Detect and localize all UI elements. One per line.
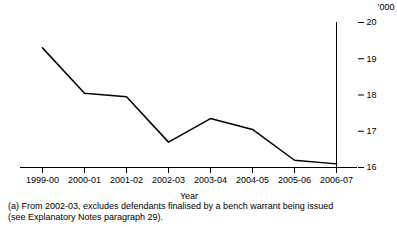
svg-text:2006-07: 2006-07 — [320, 175, 353, 185]
svg-text:2003-04: 2003-04 — [194, 175, 227, 185]
svg-text:16: 16 — [367, 162, 377, 172]
svg-text:2005-06: 2005-06 — [278, 175, 311, 185]
svg-text:2000-01: 2000-01 — [68, 175, 101, 185]
svg-text:19: 19 — [367, 54, 377, 64]
html-text:(see Explanatory Notes paragra: (see Explanatory Notes paragraph 29). — [8, 212, 164, 222]
svg-text:20: 20 — [367, 17, 377, 27]
html-text:(a) From 2002-03, excludes def: (a) From 2002-03, excludes defendants fi… — [8, 201, 334, 211]
svg-text:2002-03: 2002-03 — [152, 175, 185, 185]
svg-text:18: 18 — [367, 90, 377, 100]
svg-text:1999-00: 1999-00 — [26, 175, 59, 185]
svg-text:'000: '000 — [378, 2, 395, 12]
svg-text:2001-02: 2001-02 — [110, 175, 143, 185]
svg-text:17: 17 — [367, 126, 377, 136]
svg-text:2004-05: 2004-05 — [236, 175, 269, 185]
svg-text:Year: Year — [180, 191, 198, 201]
